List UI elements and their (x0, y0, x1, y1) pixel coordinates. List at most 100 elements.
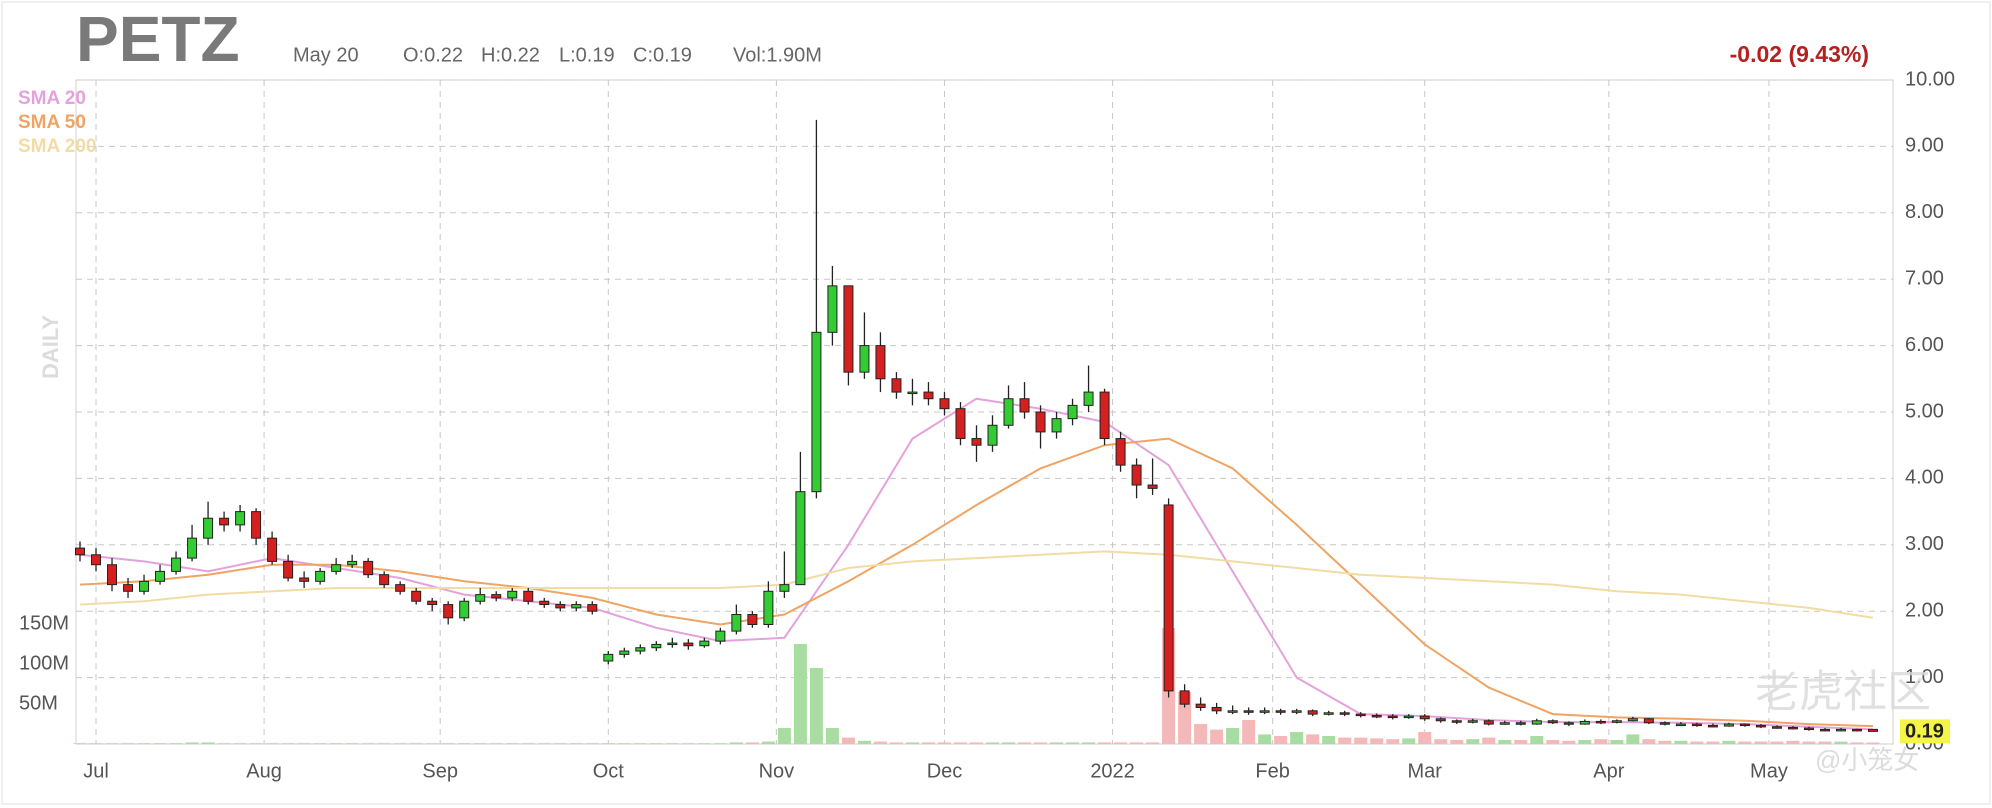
candle-body (459, 600, 470, 619)
candle-body (1307, 710, 1318, 715)
change: -0.02 (9.43%) (1730, 41, 1869, 67)
volume-bar (986, 742, 1000, 744)
x-tick-label: Nov (759, 760, 795, 782)
volume-bar (505, 743, 519, 744)
candle-body (1771, 726, 1782, 729)
sma-line (79, 397, 1874, 731)
candle-body (651, 643, 662, 649)
x-tick-label: May (1750, 760, 1788, 782)
volume-bar (1834, 741, 1848, 744)
candle-body (1563, 722, 1574, 725)
candle-body (1371, 714, 1382, 718)
x-tick-label: Apr (1593, 760, 1624, 782)
volume-bar (857, 740, 871, 744)
volume-bar (585, 743, 599, 744)
candle-body (635, 647, 646, 652)
candle-body (1867, 728, 1878, 732)
volume-bar (1002, 742, 1016, 744)
volume-bar (1274, 736, 1288, 744)
candle-body (1275, 710, 1286, 713)
volume-bar (1722, 740, 1736, 744)
volume-bar (521, 743, 535, 744)
volume-bar (409, 743, 423, 744)
volume-bar (1210, 729, 1224, 744)
volume-bar (313, 743, 327, 744)
candle-body (363, 560, 374, 576)
volume-bar (649, 743, 663, 744)
y-tick-label: 5.00 (1905, 400, 1944, 422)
volume-bar (1610, 740, 1624, 744)
volume-bar (1130, 742, 1144, 744)
volume-bar (697, 743, 711, 744)
volume-bar (729, 742, 743, 744)
last-price-label: 0.19 (1905, 721, 1944, 743)
x-tick-label: Feb (1255, 760, 1289, 782)
candle-body (1227, 710, 1238, 713)
candle-body (1691, 723, 1702, 727)
candle-body (875, 345, 886, 380)
candle-body (1835, 728, 1846, 732)
legend-entry: SMA 200 (18, 136, 97, 157)
x-tick-label: Aug (246, 760, 282, 782)
candle-body (843, 285, 854, 373)
volume-bar (1594, 739, 1608, 744)
candle-body (987, 424, 998, 446)
header-item: Vol:1.90M (733, 44, 822, 66)
volume-bar (1114, 742, 1128, 744)
candle-body (1531, 720, 1542, 725)
volume-bar (1098, 742, 1112, 744)
volume-bar (601, 743, 615, 744)
volume-bar (1082, 742, 1096, 744)
candle-body (1115, 438, 1126, 466)
y-tick-label: 9.00 (1905, 135, 1944, 157)
candle-body (1051, 418, 1062, 433)
candle-body (1803, 727, 1814, 731)
candle-body (1675, 723, 1686, 727)
candle-body (1131, 464, 1142, 486)
legend-entry: SMA 50 (18, 112, 86, 133)
volume-bar (1370, 738, 1384, 744)
legend-entry: SMA 20 (18, 88, 86, 109)
candle-body (1083, 391, 1094, 406)
candle-body (859, 345, 870, 373)
candle-body (907, 391, 918, 395)
volume-bar (665, 743, 679, 744)
candle-body (731, 614, 742, 632)
volume-bar (1434, 739, 1448, 744)
candle-body (1099, 391, 1110, 440)
candle-body (971, 438, 982, 446)
candle-body (331, 564, 342, 572)
y-tick-label: 4.00 (1905, 467, 1944, 489)
volume-bar (1754, 741, 1768, 744)
volume-bar (825, 728, 839, 744)
header-item: C:0.19 (633, 44, 692, 66)
volume-bar (425, 743, 439, 744)
volume-bar (553, 743, 567, 744)
candle-body (587, 604, 598, 612)
volume-bar (393, 743, 407, 744)
candle-body (1387, 715, 1398, 719)
volume-bar (1802, 741, 1816, 744)
volume-bar (713, 743, 727, 744)
candle-body (1467, 720, 1478, 723)
candle-body (395, 584, 406, 592)
volume-bar (1338, 737, 1352, 744)
volume-bar (1690, 741, 1704, 744)
volume-bar (1226, 728, 1240, 744)
volume-bar (297, 743, 311, 744)
candle-body (1195, 703, 1206, 708)
candle-body (1483, 720, 1494, 725)
watermark: @小笼女 (1815, 745, 1919, 775)
candle-body (1419, 715, 1430, 720)
volume-bar (169, 743, 183, 744)
candle-body (91, 554, 102, 566)
volume-bar (329, 743, 343, 744)
candle-body (779, 584, 790, 592)
volume-bar (1050, 742, 1064, 744)
candle-body (1243, 710, 1254, 713)
sma-line (79, 550, 1874, 619)
volume-bar (953, 742, 967, 744)
candle-body (1003, 398, 1014, 426)
candle-body (187, 537, 198, 559)
